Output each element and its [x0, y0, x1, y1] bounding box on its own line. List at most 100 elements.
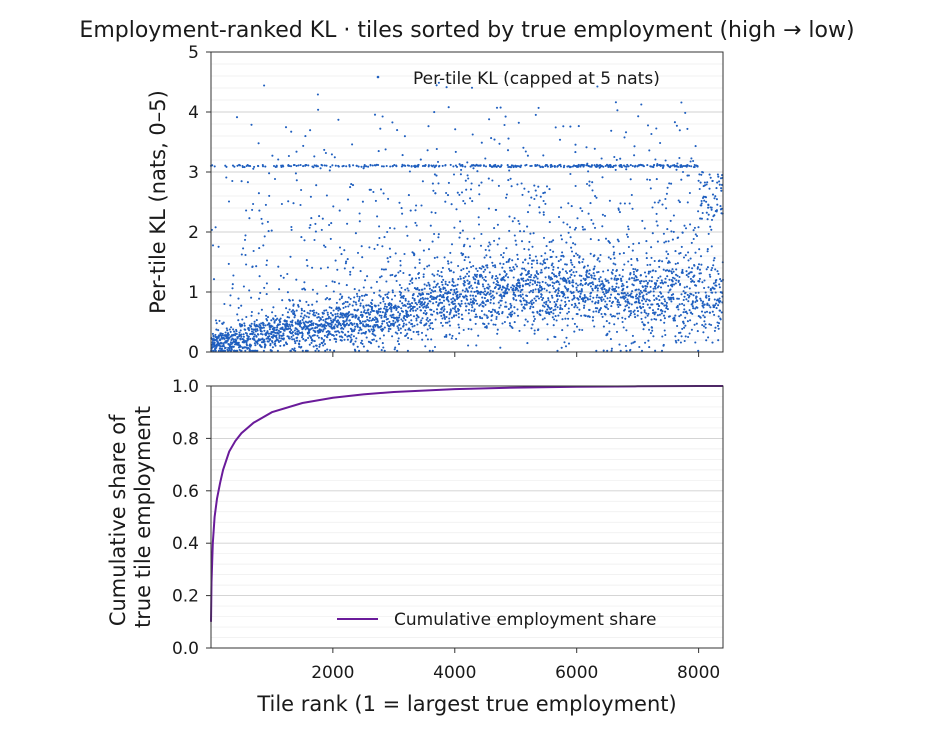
- kl-point: [674, 273, 678, 276]
- kl-point: [637, 298, 640, 301]
- kl-point: [627, 228, 630, 231]
- kl-point: [425, 306, 428, 309]
- kl-point: [715, 198, 718, 201]
- kl-point: [684, 324, 687, 327]
- kl-point: [297, 333, 300, 336]
- kl-point: [487, 322, 490, 325]
- kl-point: [379, 127, 382, 130]
- kl-point: [623, 263, 626, 266]
- kl-point: [559, 277, 562, 280]
- kl-point: [617, 305, 620, 309]
- kl-point: [440, 308, 443, 311]
- kl-point: [432, 164, 435, 167]
- kl-point: [673, 317, 676, 320]
- kl-point: [543, 301, 546, 304]
- kl-point: [540, 254, 543, 258]
- kl-point: [526, 211, 530, 214]
- kl-point: [250, 123, 253, 126]
- kl-point: [285, 343, 289, 346]
- kl-point: [411, 322, 414, 326]
- kl-point: [604, 300, 607, 303]
- kl-point: [272, 306, 275, 309]
- kl-point: [251, 265, 254, 268]
- kl-point: [296, 328, 299, 331]
- kl-point: [446, 284, 449, 287]
- kl-point: [514, 294, 517, 297]
- kl-point: [311, 266, 314, 269]
- kl-point: [360, 311, 363, 314]
- kl-point: [357, 318, 360, 321]
- kl-point: [382, 300, 385, 303]
- kl-point: [507, 179, 510, 182]
- kl-point: [666, 275, 669, 278]
- kl-point: [508, 169, 511, 172]
- kl-point: [271, 325, 274, 328]
- kl-point: [537, 273, 540, 276]
- kl-point: [211, 244, 215, 247]
- kl-point: [610, 305, 613, 308]
- kl-point: [566, 324, 569, 327]
- kl-point: [267, 337, 270, 340]
- kl-point: [266, 319, 269, 322]
- kl-point: [674, 339, 677, 342]
- kl-point: [625, 349, 628, 352]
- kl-point: [305, 259, 308, 262]
- kl-point: [696, 306, 699, 309]
- kl-point: [585, 146, 588, 149]
- kl-point: [654, 270, 657, 273]
- kl-point: [662, 232, 665, 235]
- kl-point: [600, 283, 603, 286]
- kl-point: [322, 312, 325, 315]
- kl-point: [573, 274, 576, 277]
- kl-point: [292, 303, 295, 306]
- kl-point: [399, 327, 402, 330]
- kl-point: [593, 226, 597, 229]
- kl-point: [334, 259, 337, 262]
- kl-point: [589, 285, 592, 288]
- kl-point: [693, 280, 696, 283]
- kl-point: [400, 318, 403, 321]
- kl-point: [311, 303, 314, 306]
- kl-point: [384, 148, 387, 151]
- kl-point: [225, 327, 228, 330]
- kl-point: [632, 296, 635, 299]
- kl-point: [557, 289, 560, 292]
- kl-point: [644, 290, 647, 293]
- kl-point: [677, 279, 680, 282]
- kl-point: [273, 320, 276, 323]
- kl-point: [676, 304, 679, 307]
- kl-point: [680, 178, 683, 181]
- kl-point: [621, 320, 624, 324]
- kl-point: [428, 318, 432, 321]
- kl-point: [498, 237, 501, 240]
- kl-point: [586, 276, 589, 279]
- kl-point: [629, 309, 632, 313]
- kl-point: [463, 243, 466, 246]
- kl-point: [428, 284, 431, 287]
- kl-point: [669, 298, 672, 301]
- kl-point: [298, 343, 301, 346]
- kl-point: [542, 154, 545, 157]
- kl-point: [431, 327, 434, 330]
- kl-point: [617, 286, 620, 289]
- kl-point: [313, 155, 316, 158]
- kl-point: [467, 275, 470, 278]
- kl-point: [352, 266, 355, 269]
- kl-point: [245, 344, 249, 347]
- bottom-y-tick-label: 0.0: [172, 639, 199, 659]
- kl-point: [532, 311, 535, 314]
- kl-point: [708, 297, 711, 300]
- top-scatter-points: [209, 81, 725, 352]
- kl-point: [552, 250, 555, 253]
- bottom-y-tick-label: 0.8: [172, 429, 199, 449]
- kl-point: [356, 295, 359, 298]
- kl-point: [416, 295, 419, 298]
- kl-point: [353, 288, 356, 291]
- kl-point: [551, 296, 554, 299]
- kl-point: [591, 300, 594, 303]
- kl-point: [519, 230, 522, 233]
- kl-point: [651, 206, 654, 209]
- kl-point: [596, 287, 599, 290]
- kl-point: [406, 302, 409, 305]
- kl-point: [657, 308, 660, 311]
